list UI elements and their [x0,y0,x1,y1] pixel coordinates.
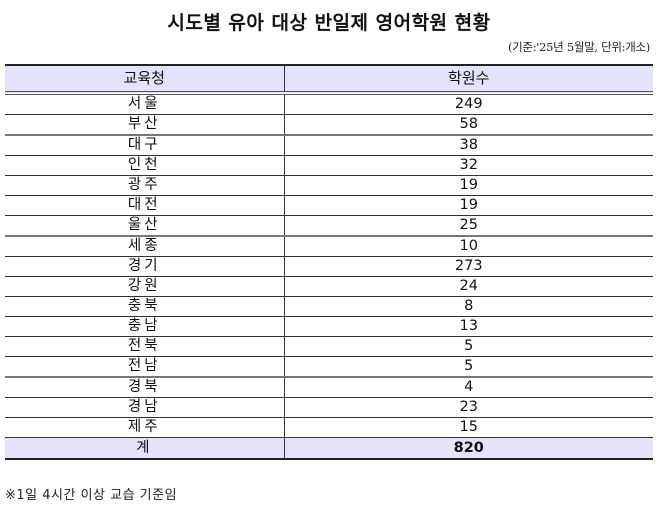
region-cell: 경북 [5,377,284,398]
table-row: 경남 23 [5,397,653,418]
table-subtitle: (기준:'25년 5월말, 단위:개소) [507,40,650,54]
header-academy-count: 학원수 [283,64,653,95]
table-row: 제주 15 [5,417,653,438]
count-cell: 32 [283,155,653,176]
table-row: 광주 19 [5,175,653,196]
count-cell: 5 [283,336,653,357]
page-title: 시도별 유아 대상 반일제 영어학원 현황 [167,12,491,34]
count-cell: 19 [283,195,653,216]
table-row: 부산 58 [5,114,653,136]
table-header-row: 교육청 학원수 [5,64,653,95]
region-cell: 경기 [5,256,284,277]
table-row: 대구 38 [5,135,653,156]
table-row: 전남 5 [5,356,653,378]
table-row: 강원 24 [5,276,653,297]
count-cell: 19 [283,175,653,196]
region-cell: 부산 [5,114,284,136]
total-count: 820 [283,437,653,460]
region-cell: 대구 [5,135,284,156]
count-cell: 58 [283,114,653,136]
region-cell: 서울 [5,93,284,115]
count-cell: 5 [283,356,653,378]
region-cell: 충북 [5,296,284,317]
count-cell: 25 [283,215,653,237]
table-row: 경기 273 [5,256,653,277]
count-cell: 249 [283,93,653,115]
region-cell: 충남 [5,316,284,337]
count-cell: 10 [283,236,653,257]
region-cell: 전북 [5,336,284,357]
count-cell: 24 [283,276,653,297]
total-row: 계 820 [5,437,653,460]
count-cell: 38 [283,135,653,156]
region-cell: 대전 [5,195,284,216]
region-cell: 울산 [5,215,284,237]
table-row: 충남 13 [5,316,653,337]
table-row: 울산 25 [5,215,653,237]
region-cell: 제주 [5,417,284,438]
region-cell: 경남 [5,397,284,418]
count-cell: 13 [283,316,653,337]
count-cell: 273 [283,256,653,277]
region-cell: 전남 [5,356,284,378]
table-row: 세종 10 [5,236,653,257]
header-education-office: 교육청 [5,64,284,95]
count-cell: 23 [283,397,653,418]
region-cell: 광주 [5,175,284,196]
footnote: ※1일 4시간 이상 교습 기준임 [5,488,178,503]
count-cell: 8 [283,296,653,317]
table-row: 인천 32 [5,155,653,176]
table-row: 대전 19 [5,195,653,216]
table-row: 충북 8 [5,296,653,317]
total-label: 계 [5,437,284,460]
table-row: 서울 249 [5,93,653,115]
region-cell: 강원 [5,276,284,297]
region-cell: 세종 [5,236,284,257]
count-cell: 15 [283,417,653,438]
count-cell: 4 [283,377,653,398]
table-row: 전북 5 [5,336,653,357]
table-row: 경북 4 [5,377,653,398]
region-cell: 인천 [5,155,284,176]
academy-count-table: 교육청 학원수 서울 249 부산 58 대구 38 인천 32 광주 19 대전 19 울… [5,64,653,460]
